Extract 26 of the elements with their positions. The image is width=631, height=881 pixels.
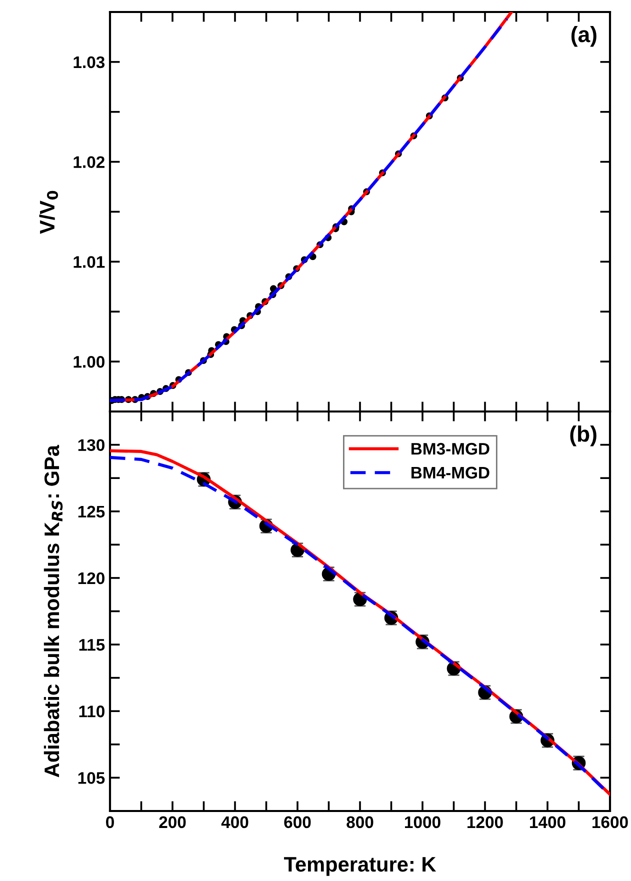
y-tick-label: 1.01 <box>74 256 105 268</box>
y-tick-label: 125 <box>78 506 105 518</box>
y-tick-label: 120 <box>78 572 104 584</box>
annotation: (b) <box>570 425 596 446</box>
y-axis-title: Adiabatic bulk modulus K$_{RS}$: GPa <box>44 444 63 778</box>
x-tick-label: 1400 <box>530 816 566 828</box>
y-tick-label: 105 <box>78 772 105 784</box>
x-tick-label: 1000 <box>405 816 440 828</box>
x-tick-label: 200 <box>159 816 186 828</box>
x-tick-label: 400 <box>221 816 248 828</box>
x-tick-label: 1200 <box>468 816 503 828</box>
x-tick-label: 600 <box>284 816 311 828</box>
x-axis-title: Temperature: K <box>284 857 436 876</box>
y-axis-title: V/V$_{0}$ <box>39 190 58 234</box>
x-tick-label: 800 <box>346 816 374 828</box>
x-tick-label: 1600 <box>592 816 628 828</box>
y-tick-label: 110 <box>79 706 104 718</box>
y-tick-label: 1.02 <box>74 156 104 168</box>
legend-label: BM3-MGD <box>411 442 490 455</box>
y-tick-label: 130 <box>78 439 104 452</box>
y-tick-label: 1.03 <box>74 56 105 68</box>
y-tick-label: 1.00 <box>74 356 104 368</box>
annotation: (a) <box>571 26 596 47</box>
legend-label: BM4-MGD <box>411 466 490 479</box>
x-tick-label: 0 <box>106 816 114 828</box>
y-tick-label: 115 <box>79 639 105 651</box>
